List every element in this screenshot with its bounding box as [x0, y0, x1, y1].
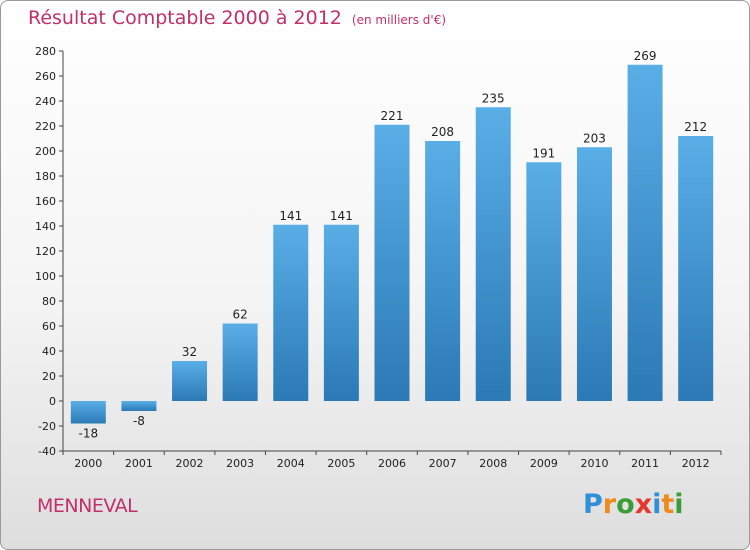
logo-letter: o	[616, 489, 635, 520]
bar-2011	[627, 64, 663, 401]
y-tick-label: 280	[35, 45, 56, 58]
y-tick-label: 20	[42, 370, 56, 383]
data-label-2004: 141	[279, 209, 302, 223]
data-label-2008: 235	[482, 91, 505, 105]
x-tick-label: 2009	[530, 457, 558, 470]
data-label-2009: 191	[532, 146, 555, 160]
proxiti-logo: Proxiti	[583, 489, 684, 520]
y-tick-label: 120	[35, 245, 56, 258]
x-tick-label: 2001	[125, 457, 153, 470]
x-tick-label: 2008	[479, 457, 507, 470]
y-tick-label: 40	[42, 345, 56, 358]
bar-2009	[526, 162, 562, 401]
y-tick-label: 0	[49, 395, 56, 408]
data-label-2011: 269	[634, 49, 657, 63]
x-tick-label: 2005	[327, 457, 355, 470]
logo-letter: t	[661, 489, 675, 520]
data-label-2006: 221	[381, 109, 404, 123]
y-tick-label: 60	[42, 320, 56, 333]
bar-2010	[576, 147, 612, 401]
data-label-2002: 32	[182, 345, 197, 359]
bar-2001	[121, 401, 157, 411]
bar-2000	[70, 401, 106, 424]
logo-letter: P	[583, 489, 603, 520]
data-label-2005: 141	[330, 209, 353, 223]
town-name: MENNEVAL	[37, 495, 138, 517]
x-tick-label: 2003	[226, 457, 254, 470]
bar-2007	[425, 141, 461, 401]
logo-letter: x	[634, 489, 653, 520]
chart-data-labels: -18 -8 32 62 141 141 221 208 235 191 203 269 212	[79, 49, 708, 441]
x-tick-label: 2011	[631, 457, 659, 470]
chart-title: Résultat Comptable 2000 à 2012 (en millie…	[28, 7, 446, 29]
chart-subtitle: (en milliers d'€)	[351, 13, 447, 27]
bar-2003	[222, 323, 258, 401]
bar-2006	[374, 124, 410, 401]
data-label-2000: -18	[79, 427, 99, 441]
x-tick-label: 2006	[378, 457, 406, 470]
y-tick-label: 240	[35, 95, 56, 108]
bar-2005	[323, 224, 359, 401]
data-label-2012: 212	[684, 120, 707, 134]
chart-bars	[70, 64, 714, 424]
y-tick-label: 260	[35, 70, 56, 83]
x-tick-label: 2007	[429, 457, 457, 470]
y-tick-label: 100	[35, 270, 56, 283]
chart-axes: -40 -20 0 20 40 60 80 100 120 140 160 180 200 220 240 2…	[35, 45, 722, 470]
x-tick-label: 2000	[74, 457, 102, 470]
x-tick-label: 2004	[277, 457, 305, 470]
bar-2002	[172, 361, 208, 401]
data-label-2010: 203	[583, 131, 606, 145]
x-tick-label: 2002	[176, 457, 204, 470]
y-tick-label: 200	[35, 145, 56, 158]
logo-letter: i	[674, 489, 684, 520]
bar-2008	[475, 107, 511, 401]
y-tick-label: -20	[38, 420, 56, 433]
data-label-2001: -8	[133, 414, 145, 428]
y-tick-label: 180	[35, 170, 56, 183]
logo-letter: r	[602, 489, 617, 520]
y-tick-label: -40	[38, 445, 56, 458]
y-tick-label: 220	[35, 120, 56, 133]
x-tick-label: 2010	[580, 457, 608, 470]
chart-title-text: Résultat Comptable 2000 à 2012	[28, 7, 342, 29]
y-tick-label: 160	[35, 195, 56, 208]
bar-2004	[273, 224, 309, 401]
bar-2012	[678, 136, 714, 401]
data-label-2007: 208	[431, 125, 454, 139]
logo-letter: i	[652, 489, 662, 520]
y-tick-label: 80	[42, 295, 56, 308]
x-tick-label: 2012	[682, 457, 710, 470]
y-tick-label: 140	[35, 220, 56, 233]
data-label-2003: 62	[233, 308, 248, 322]
